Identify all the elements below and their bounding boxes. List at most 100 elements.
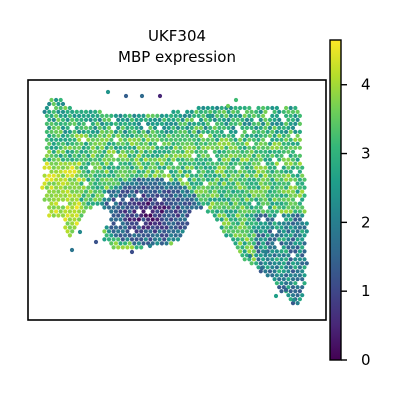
expression-spot	[97, 109, 102, 114]
expression-spot	[240, 165, 245, 170]
expression-spot	[288, 145, 293, 150]
expression-spot	[152, 221, 158, 226]
expression-spot	[164, 185, 169, 190]
expression-spot	[102, 157, 107, 162]
expression-spot	[207, 113, 213, 119]
expression-spot	[81, 193, 86, 198]
expression-spot	[189, 205, 194, 210]
expression-spot	[205, 169, 210, 174]
expression-spot	[54, 105, 59, 111]
expression-spot	[272, 173, 277, 178]
expression-spot	[272, 109, 277, 114]
expression-spot	[178, 233, 183, 238]
expression-spot	[134, 221, 139, 226]
expression-spot	[116, 165, 121, 170]
expression-spot	[67, 201, 72, 206]
expression-spot	[81, 145, 86, 150]
expression-spot	[129, 173, 135, 178]
expression-spot	[300, 253, 305, 258]
expression-spot	[256, 153, 261, 158]
expression-spot	[150, 145, 155, 150]
expression-spot	[286, 229, 291, 234]
expression-spot	[242, 137, 247, 142]
expression-spot	[293, 241, 298, 246]
expression-spot	[90, 193, 95, 198]
expression-spot	[164, 233, 169, 238]
expression-spot	[51, 197, 56, 202]
expression-spot	[270, 241, 275, 246]
expression-spot	[49, 129, 54, 134]
expression-spot	[159, 121, 164, 126]
expression-spot	[129, 149, 135, 154]
expression-spot	[258, 157, 263, 162]
expression-spot	[198, 149, 204, 154]
expression-spot	[235, 189, 240, 194]
expression-spot	[297, 225, 302, 230]
expression-spot	[111, 237, 116, 242]
expression-spot	[293, 129, 298, 134]
expression-spot	[120, 221, 125, 226]
expression-spot	[300, 237, 305, 242]
expression-spot	[104, 177, 109, 182]
expression-spot	[290, 269, 296, 274]
expression-spot	[150, 121, 155, 126]
expression-spot	[274, 145, 279, 150]
expression-spot	[219, 177, 224, 182]
expression-spot	[267, 181, 273, 186]
expression-spot	[263, 157, 268, 162]
expression-spot	[100, 113, 105, 118]
expression-spot	[240, 117, 245, 122]
expression-spot	[180, 205, 185, 210]
expression-spot	[72, 153, 77, 158]
expression-spot	[169, 217, 174, 222]
expression-spot	[205, 177, 210, 182]
expression-spot	[58, 97, 63, 103]
expression-spot	[83, 205, 89, 210]
expression-spot	[86, 129, 91, 134]
expression-spot	[203, 125, 208, 130]
expression-spot	[106, 125, 112, 130]
expression-spot	[290, 205, 296, 210]
expression-spot	[286, 117, 291, 122]
expression-spot	[295, 261, 300, 266]
expression-spot	[219, 185, 224, 190]
expression-spot	[136, 233, 141, 238]
expression-spot	[242, 113, 247, 118]
expression-spot	[49, 209, 54, 214]
expression-spot	[277, 237, 282, 242]
expression-spot	[58, 129, 63, 134]
expression-spot	[189, 181, 194, 186]
expression-spot	[166, 125, 171, 130]
expression-spot	[152, 229, 158, 234]
expression-spot	[189, 117, 194, 122]
expression-spot	[136, 201, 141, 206]
expression-spot	[221, 205, 227, 210]
expression-spot	[109, 129, 114, 134]
expression-spot	[111, 197, 116, 202]
expression-spot	[178, 137, 183, 142]
expression-spot	[171, 165, 176, 170]
expression-spot	[169, 145, 174, 150]
expression-spot	[132, 185, 137, 190]
expression-spot	[65, 109, 70, 114]
expression-spot	[51, 213, 56, 218]
expression-spot	[175, 237, 181, 242]
expression-spot	[83, 125, 89, 130]
expression-spot	[51, 157, 56, 162]
expression-spot	[109, 113, 114, 118]
expression-spot	[281, 245, 286, 250]
expression-spot	[113, 169, 118, 174]
expression-spot	[118, 177, 123, 182]
expression-spot	[132, 201, 137, 206]
expression-spot	[277, 117, 282, 122]
expression-spot	[157, 157, 162, 162]
expression-spot	[297, 297, 302, 302]
expression-spot	[249, 165, 254, 170]
expression-spot	[277, 125, 282, 130]
expression-spot	[104, 185, 109, 190]
expression-spot	[284, 169, 289, 174]
expression-spot	[132, 193, 137, 198]
expression-spot	[231, 229, 236, 234]
expression-spot	[240, 205, 245, 210]
expression-spot	[152, 213, 158, 218]
